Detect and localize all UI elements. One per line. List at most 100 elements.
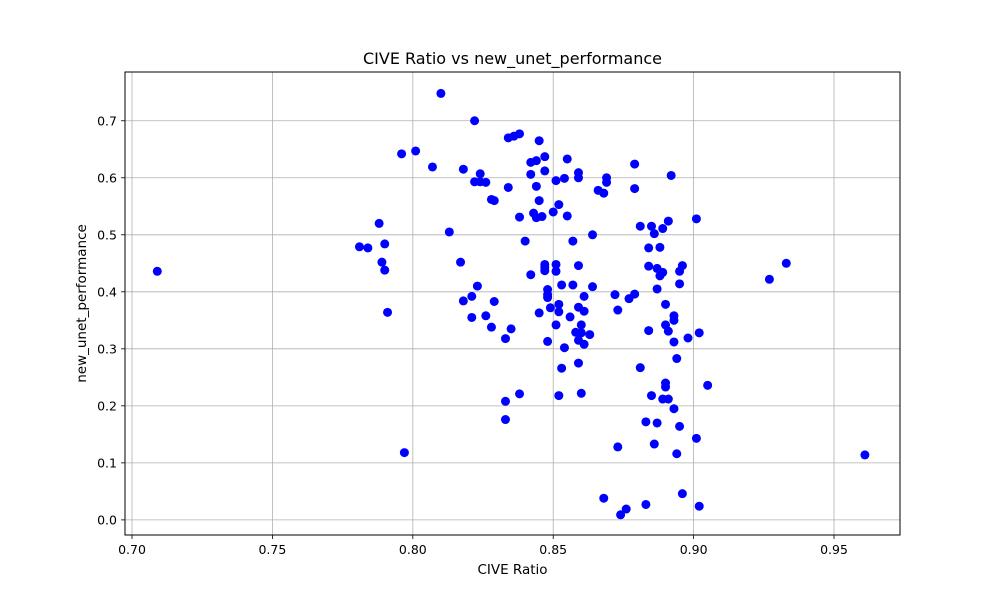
y-tick-label: 0.7 bbox=[97, 113, 117, 128]
data-point bbox=[576, 328, 586, 338]
data-point bbox=[374, 218, 384, 228]
data-point bbox=[506, 324, 516, 334]
data-point bbox=[613, 305, 623, 315]
data-point bbox=[551, 320, 561, 330]
data-point bbox=[703, 380, 713, 390]
data-point bbox=[661, 378, 671, 388]
data-point bbox=[599, 493, 609, 503]
data-point bbox=[475, 169, 485, 179]
data-point bbox=[694, 328, 704, 338]
data-point bbox=[559, 343, 569, 353]
data-point bbox=[599, 188, 609, 198]
data-point bbox=[573, 173, 583, 183]
y-axis-ticks: 0.0 0.1 0.2 0.3 0.4 0.5 0.6 0.7 bbox=[97, 113, 125, 527]
data-point bbox=[781, 258, 791, 268]
data-point bbox=[613, 442, 623, 452]
data-point bbox=[644, 326, 654, 336]
y-tick-label: 0.4 bbox=[97, 284, 117, 299]
data-point bbox=[548, 207, 558, 217]
data-point bbox=[554, 391, 564, 401]
data-points bbox=[152, 88, 870, 520]
data-point bbox=[354, 242, 364, 252]
data-point bbox=[675, 421, 685, 431]
data-point bbox=[694, 501, 704, 511]
data-point bbox=[649, 439, 659, 449]
y-tick-label: 0.1 bbox=[97, 455, 117, 470]
data-point bbox=[562, 154, 572, 164]
data-point bbox=[363, 243, 373, 253]
data-point bbox=[411, 146, 421, 156]
data-point bbox=[486, 322, 496, 332]
data-point bbox=[573, 358, 583, 368]
data-point bbox=[526, 169, 536, 179]
data-point bbox=[515, 129, 525, 139]
data-point bbox=[551, 259, 561, 269]
data-point bbox=[576, 388, 586, 398]
data-point bbox=[537, 212, 547, 222]
data-point bbox=[399, 448, 409, 458]
y-axis-label: new_unet_performance bbox=[74, 224, 90, 383]
data-point bbox=[397, 149, 407, 159]
data-point bbox=[534, 196, 544, 206]
data-point bbox=[669, 311, 679, 321]
data-point bbox=[554, 307, 564, 317]
x-tick-label: 0.75 bbox=[258, 542, 286, 557]
x-tick-label: 0.70 bbox=[118, 542, 146, 557]
x-tick-label: 0.90 bbox=[680, 542, 708, 557]
data-point bbox=[531, 156, 541, 166]
data-point bbox=[557, 363, 567, 373]
data-point bbox=[554, 299, 564, 309]
data-point bbox=[675, 279, 685, 289]
data-point bbox=[641, 499, 651, 509]
data-point bbox=[616, 510, 626, 520]
y-tick-label: 0.6 bbox=[97, 170, 117, 185]
data-point bbox=[458, 164, 468, 174]
data-point bbox=[585, 330, 595, 340]
data-point bbox=[663, 326, 673, 336]
data-point bbox=[646, 221, 656, 231]
data-point bbox=[559, 173, 569, 183]
grid-lines bbox=[125, 72, 900, 535]
data-point bbox=[666, 170, 676, 180]
data-point bbox=[515, 212, 525, 222]
data-point bbox=[641, 417, 651, 427]
data-point bbox=[568, 280, 578, 290]
data-point bbox=[481, 177, 491, 187]
data-point bbox=[500, 396, 510, 406]
data-point bbox=[472, 281, 482, 291]
data-point bbox=[658, 267, 668, 277]
data-point bbox=[652, 284, 662, 294]
data-point bbox=[649, 229, 659, 239]
data-point bbox=[588, 282, 598, 292]
data-point bbox=[503, 182, 513, 192]
data-point bbox=[500, 415, 510, 425]
data-point bbox=[489, 196, 499, 206]
data-point bbox=[610, 290, 620, 300]
data-point bbox=[551, 176, 561, 186]
data-point bbox=[557, 280, 567, 290]
data-point bbox=[661, 299, 671, 309]
data-point bbox=[380, 239, 390, 249]
data-point bbox=[635, 221, 645, 231]
data-point bbox=[573, 261, 583, 271]
data-point bbox=[380, 265, 390, 275]
data-point bbox=[481, 311, 491, 321]
data-point bbox=[630, 289, 640, 299]
y-tick-label: 0.3 bbox=[97, 341, 117, 356]
data-point bbox=[658, 224, 668, 234]
data-point bbox=[630, 184, 640, 194]
y-tick-label: 0.2 bbox=[97, 398, 117, 413]
data-point bbox=[579, 291, 589, 301]
data-point bbox=[602, 173, 612, 183]
data-point bbox=[540, 266, 550, 276]
x-axis-label: CIVE Ratio bbox=[477, 562, 547, 578]
data-point bbox=[427, 162, 437, 172]
x-axis-ticks: 0.70 0.75 0.80 0.85 0.90 0.95 bbox=[118, 535, 848, 557]
data-point bbox=[663, 216, 673, 226]
data-point bbox=[677, 261, 687, 271]
data-point bbox=[458, 296, 468, 306]
data-point bbox=[635, 363, 645, 373]
data-point bbox=[669, 337, 679, 347]
